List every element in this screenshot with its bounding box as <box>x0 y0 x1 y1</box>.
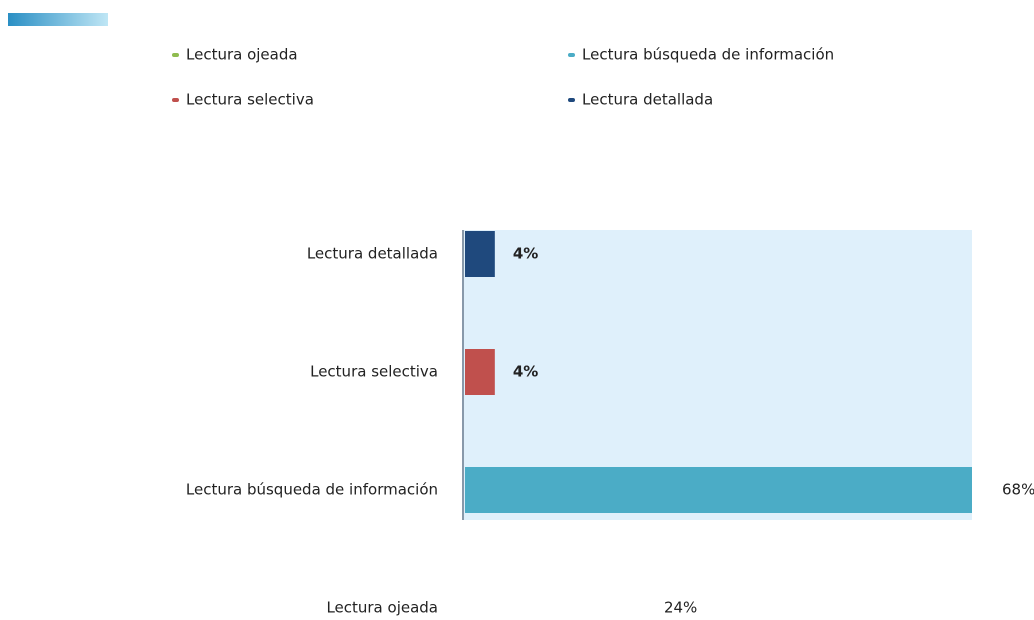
legend-swatch <box>568 98 575 102</box>
legend-swatch <box>172 53 179 57</box>
y-tick-label: Lectura selectiva <box>310 363 438 381</box>
logo-bar <box>8 13 108 26</box>
y-tick-label: Lectura ojeada <box>326 599 438 617</box>
value-label: 24% <box>664 599 697 617</box>
bars <box>465 231 972 620</box>
legend-label: Lectura detallada <box>582 91 713 109</box>
bar <box>465 585 644 620</box>
y-tick-label: Lectura búsqueda de información <box>186 481 438 499</box>
bar <box>465 467 972 513</box>
bar <box>465 231 495 277</box>
value-label: 68% <box>1002 481 1034 499</box>
legend-swatch <box>568 53 575 57</box>
legend-label: Lectura selectiva <box>186 91 314 109</box>
value-label: 4% <box>513 245 538 263</box>
bar <box>465 349 495 395</box>
legend-label: Lectura búsqueda de información <box>582 46 834 64</box>
legend-label: Lectura ojeada <box>186 46 298 64</box>
y-tick-label: Lectura detallada <box>307 245 438 263</box>
legend-swatch <box>172 98 179 102</box>
value-label: 4% <box>513 363 538 381</box>
